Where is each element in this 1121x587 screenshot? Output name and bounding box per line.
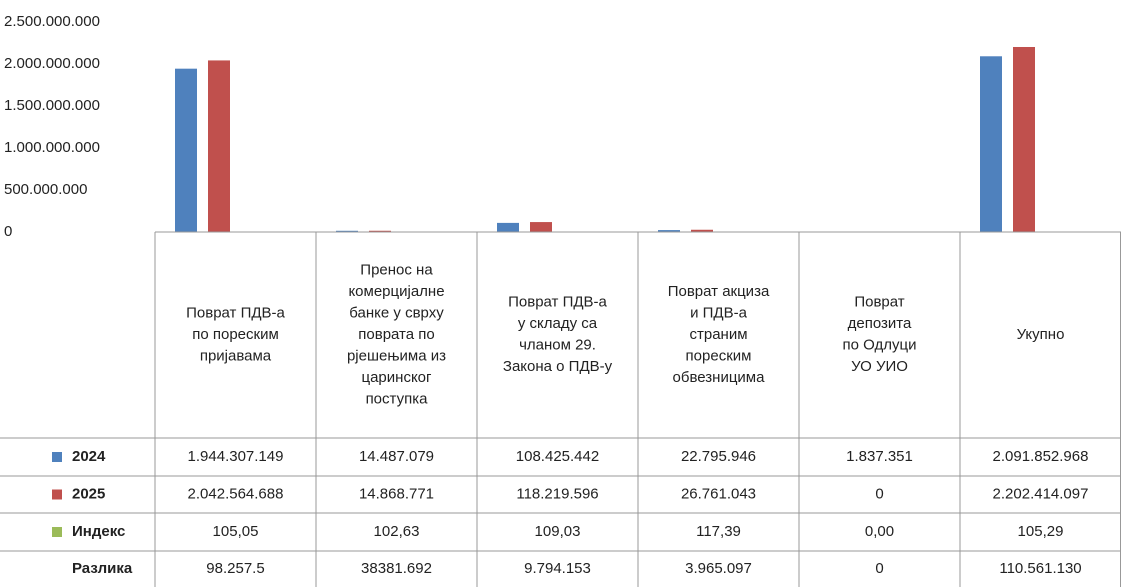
bar bbox=[175, 68, 197, 233]
y-tick-label: 500.000.000 bbox=[4, 181, 87, 198]
bar bbox=[1013, 46, 1035, 232]
cell-value: 117,39 bbox=[696, 523, 741, 540]
cell-value: 38381.692 bbox=[361, 560, 432, 577]
bar bbox=[497, 222, 519, 232]
row-label: Индекс bbox=[72, 523, 125, 540]
bar bbox=[658, 230, 680, 232]
cell-value: 3.965.097 bbox=[685, 560, 752, 577]
row-label: Разлика bbox=[72, 560, 133, 577]
category-label: Пренос на bbox=[360, 261, 433, 278]
category-label: чланом 29. bbox=[519, 337, 596, 354]
y-tick-label: 2.500.000.000 bbox=[4, 13, 100, 30]
bar bbox=[530, 222, 552, 232]
category-label: страним bbox=[689, 326, 747, 343]
cell-value: 0,00 bbox=[865, 523, 894, 540]
category-label: пореским bbox=[686, 347, 752, 364]
cell-value: 14.487.079 bbox=[359, 448, 434, 465]
cell-value: 98.257.5 bbox=[206, 560, 264, 577]
category-label: Поврат ПДВ-а bbox=[508, 294, 607, 311]
row-label: 2025 bbox=[72, 485, 105, 502]
cell-value: 2.202.414.097 bbox=[993, 485, 1089, 502]
bar bbox=[980, 56, 1002, 233]
bar bbox=[691, 229, 713, 232]
cell-value: 1.944.307.149 bbox=[188, 448, 284, 465]
cell-value: 102,63 bbox=[374, 523, 420, 540]
cell-value: 109,03 bbox=[535, 523, 581, 540]
category-label: УО УИО bbox=[851, 358, 908, 375]
y-tick-label: 1.500.000.000 bbox=[4, 97, 100, 114]
legend-marker bbox=[52, 489, 62, 500]
category-label: поступка bbox=[366, 390, 429, 407]
bar bbox=[369, 230, 391, 232]
cell-value: 105,29 bbox=[1018, 523, 1064, 540]
cell-value: 118.219.596 bbox=[516, 485, 598, 502]
category-label: по Одлуци bbox=[843, 337, 917, 354]
cell-value: 9.794.153 bbox=[524, 560, 591, 577]
category-label: Поврат bbox=[854, 294, 904, 311]
category-label: обвезницима bbox=[673, 369, 766, 386]
category-label: по пореским bbox=[192, 326, 279, 343]
category-label: рјешењима из bbox=[347, 347, 446, 364]
cell-value: 110.561.130 bbox=[999, 560, 1081, 577]
category-label: и ПДВ-а bbox=[690, 304, 747, 321]
category-label: царинског bbox=[362, 369, 433, 386]
category-label: Поврат акциза bbox=[668, 283, 770, 300]
bar bbox=[208, 60, 230, 233]
category-label: у складу са bbox=[518, 315, 598, 332]
cell-value: 2.091.852.968 bbox=[993, 448, 1089, 465]
cell-value: 0 bbox=[875, 485, 883, 502]
row-label: 2024 bbox=[72, 448, 106, 465]
category-label: банке у сврху bbox=[349, 304, 444, 321]
cell-value: 26.761.043 bbox=[681, 485, 756, 502]
y-tick-label: 2.000.000.000 bbox=[4, 55, 100, 72]
category-label: Закона о ПДВ-у bbox=[503, 358, 613, 375]
cell-value: 14.868.771 bbox=[359, 485, 434, 502]
bar bbox=[336, 230, 358, 232]
category-label: комерцијалне bbox=[348, 283, 444, 300]
cell-value: 2.042.564.688 bbox=[188, 485, 284, 502]
legend-marker bbox=[52, 527, 62, 537]
cell-value: 1.837.351 bbox=[846, 448, 913, 465]
cell-value: 108.425.442 bbox=[516, 448, 599, 465]
category-label: поврата по bbox=[358, 326, 434, 343]
category-label: пријавама bbox=[200, 347, 272, 364]
cell-value: 22.795.946 bbox=[681, 448, 756, 465]
category-label: Поврат ПДВ-а bbox=[186, 304, 285, 321]
cell-value: 0 bbox=[875, 560, 883, 577]
cell-value: 105,05 bbox=[213, 523, 259, 540]
legend-marker bbox=[52, 452, 62, 462]
y-tick-label: 1.000.000.000 bbox=[4, 139, 100, 156]
category-label: Укупно bbox=[1017, 326, 1065, 343]
y-tick-label: 0 bbox=[4, 223, 12, 240]
category-label: депозита bbox=[848, 315, 912, 332]
